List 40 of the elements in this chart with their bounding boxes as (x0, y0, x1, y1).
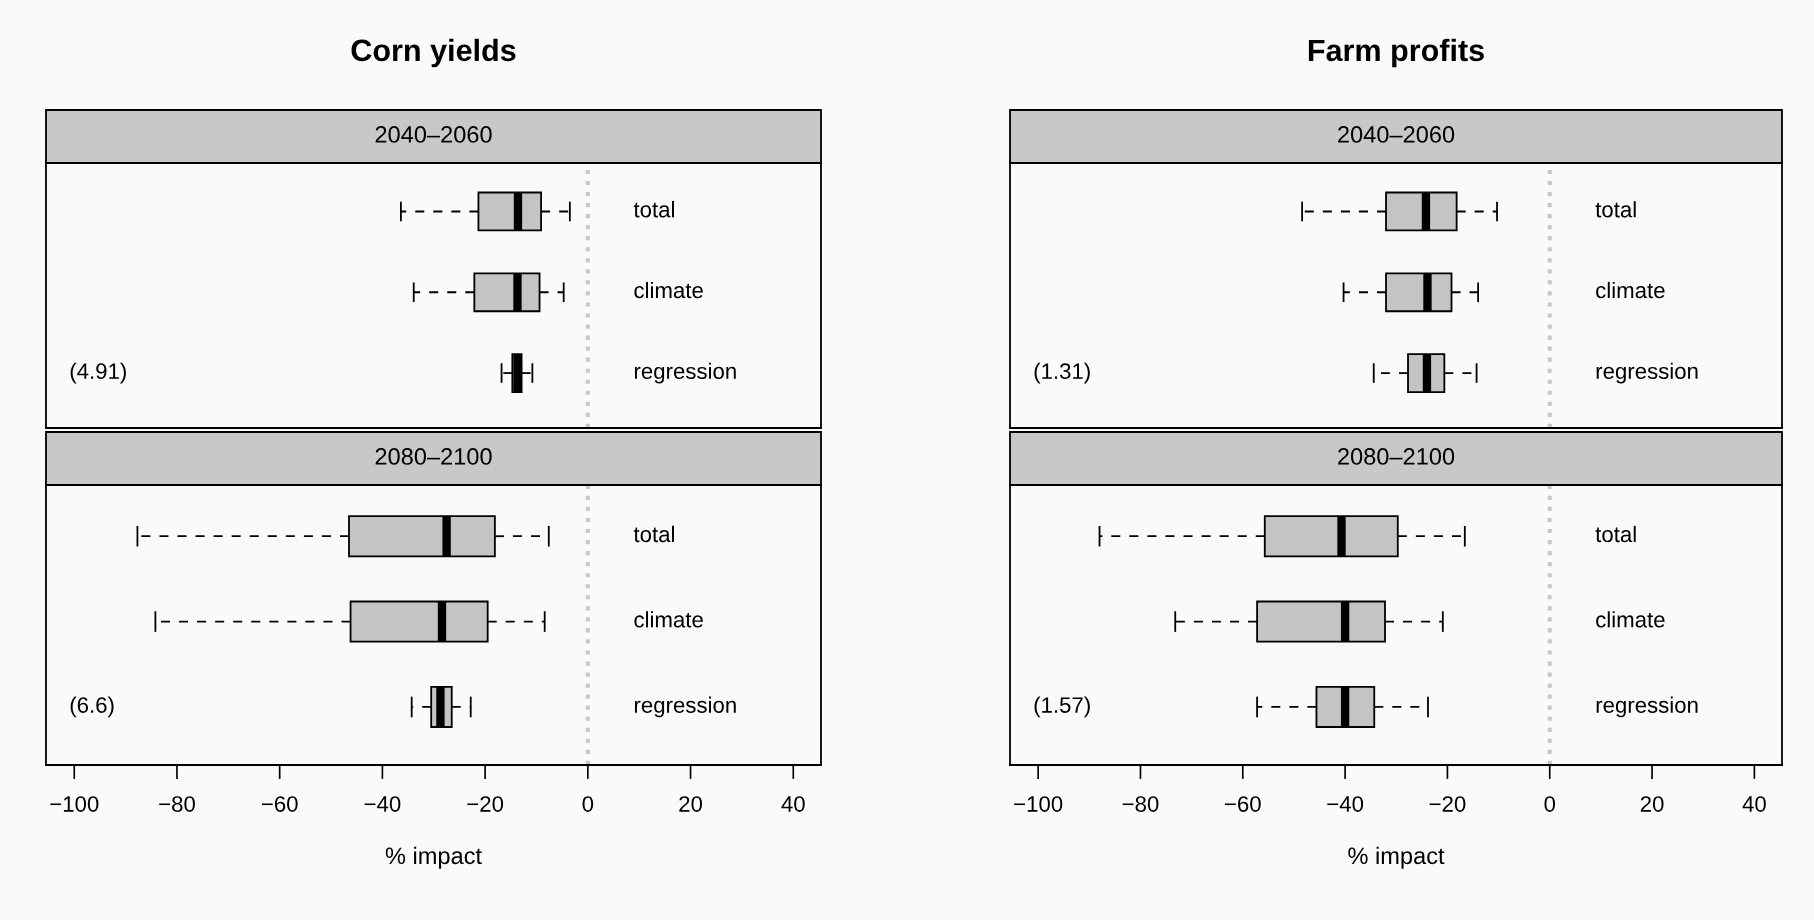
y-tick-label: climate (634, 281, 703, 299)
y-tick-label: climate (1596, 611, 1665, 628)
x-tick-label: −40 (364, 796, 401, 812)
x-axis-title: % impact (385, 846, 482, 869)
annotation: (1.31) (1034, 362, 1090, 384)
chart-title: Farm profits (1308, 38, 1484, 68)
chart-title: Corn yields (351, 38, 516, 68)
x-axis-title: % impact (1348, 846, 1445, 869)
y-tick-label: climate (1596, 281, 1665, 299)
annotation: (1.57) (1034, 696, 1090, 718)
chart-subtitle: 2080–2100 (375, 448, 492, 465)
y-tick-label: total (633, 201, 674, 218)
x-tick-label: −60 (261, 796, 298, 812)
y-tick-label: total (1595, 201, 1636, 218)
x-tick-label: −20 (1429, 796, 1466, 812)
x-tick-label: −100 (50, 796, 99, 812)
y-tick-label: total (1595, 525, 1636, 543)
annotation: (4.91) (70, 362, 126, 384)
x-tick-label: −20 (467, 796, 504, 812)
y-tick-label: regression (634, 362, 736, 384)
x-tick-label: 0 (1544, 796, 1556, 812)
chart-subtitle: 2040–2060 (375, 126, 492, 143)
y-tick-label: regression (1596, 696, 1698, 718)
y-tick-label: regression (634, 696, 736, 718)
x-tick-label: 0 (582, 796, 594, 812)
y-tick-label: climate (634, 611, 703, 628)
x-tick-label: −40 (1327, 796, 1364, 812)
x-tick-label: 40 (1742, 796, 1766, 812)
annotation: (6.6) (70, 696, 114, 718)
y-tick-label: regression (1596, 362, 1698, 384)
x-tick-label: 20 (1640, 796, 1664, 812)
x-tick-label: −100 (1014, 796, 1063, 812)
chart-subtitle: 2080–2100 (1338, 448, 1455, 465)
x-tick-label: 20 (679, 796, 703, 812)
y-tick-label: total (633, 525, 674, 543)
x-tick-label: −80 (1122, 796, 1159, 812)
x-tick-label: 40 (781, 796, 805, 812)
chart-subtitle: 2040–2060 (1338, 126, 1455, 143)
x-tick-label: −80 (159, 796, 195, 812)
x-tick-label: −60 (1225, 796, 1261, 812)
